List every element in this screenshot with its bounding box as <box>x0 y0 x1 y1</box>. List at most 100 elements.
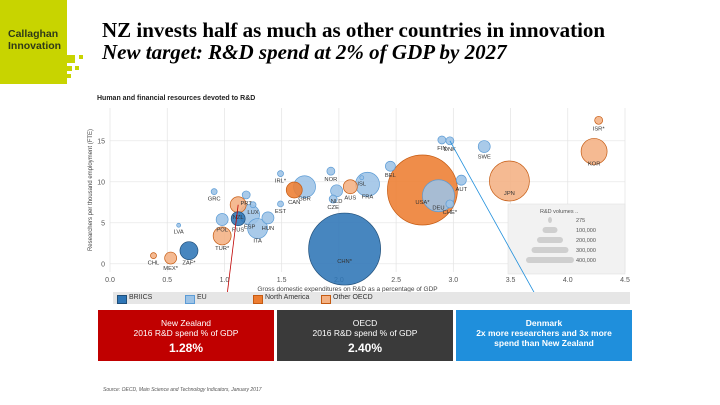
decor-square <box>67 55 75 63</box>
x-tick-label: 1.0 <box>220 277 230 284</box>
point-label: EST <box>275 209 287 215</box>
y-tick-label: 10 <box>97 179 105 186</box>
point-label: NOR <box>324 177 337 183</box>
data-bubble <box>580 138 608 165</box>
data-bubble <box>261 211 275 225</box>
x-tick-label: 0.0 <box>105 277 115 284</box>
point-label: FRA <box>362 194 374 200</box>
point-label: NZL <box>233 215 245 221</box>
point-label: MEX* <box>163 266 179 272</box>
x-axis-label: Gross domestic expenditures on R&D as a … <box>257 286 437 293</box>
point-label: RUS <box>232 228 244 234</box>
size-legend-swatch <box>526 257 574 263</box>
size-legend-label: 275 <box>576 218 585 224</box>
source-note: Source: OECD, Main Science and Technolog… <box>103 387 262 393</box>
point-label: ESP <box>244 225 256 231</box>
data-bubble <box>437 135 447 145</box>
page-subtitle: New target: R&D spend at 2% of GDP by 20… <box>102 40 507 64</box>
point-label: CHE* <box>443 210 458 216</box>
data-bubble <box>328 194 338 204</box>
data-bubble <box>277 170 284 177</box>
legend-swatch-briics <box>117 295 127 304</box>
point-label: IRL* <box>275 179 287 185</box>
point-label: SWE <box>478 155 491 161</box>
size-legend-label: 200,000 <box>576 238 596 244</box>
x-tick-label: 0.5 <box>162 277 172 284</box>
point-label: ZAF* <box>182 261 196 267</box>
data-bubble <box>210 188 218 195</box>
data-bubble <box>445 199 455 209</box>
data-bubble <box>247 218 268 239</box>
data-bubble <box>477 140 491 153</box>
x-tick-label: 4.5 <box>620 277 630 284</box>
data-bubble <box>285 181 303 199</box>
point-label: DNK <box>444 147 456 153</box>
data-bubble <box>150 252 157 259</box>
point-label: CAN <box>288 200 300 206</box>
legend-swatch-eu <box>185 295 195 304</box>
y-tick-label: 15 <box>97 138 105 145</box>
point-label: ISL <box>357 182 366 188</box>
point-label: NLD <box>331 199 343 205</box>
size-legend-label: 100,000 <box>576 228 596 234</box>
point-label: CHN* <box>337 259 353 265</box>
point-label: LVA <box>174 229 184 235</box>
data-bubble <box>594 115 604 125</box>
x-tick-label: 3.0 <box>448 277 458 284</box>
point-label: USA* <box>415 200 430 206</box>
decor-square <box>75 66 79 70</box>
legend-label-eu: EU <box>197 294 207 301</box>
legend-label-other-oecd: Other OECD <box>333 294 373 301</box>
size-legend-swatch <box>548 217 552 223</box>
nz-callout-box: New Zealand 2016 R&D spend % of GDP 1.28… <box>98 310 274 361</box>
point-label: CZE <box>327 205 339 211</box>
point-label: AUS <box>344 196 356 202</box>
data-bubble <box>176 222 182 228</box>
point-label: HUN <box>262 226 275 232</box>
legend-swatch-north-america <box>253 295 263 304</box>
point-label: KOR <box>588 161 601 167</box>
point-label: GRC <box>208 197 221 203</box>
x-tick-label: 1.5 <box>277 277 287 284</box>
data-bubble <box>179 241 199 261</box>
point-label: ISR* <box>593 126 606 132</box>
point-label: BEL <box>385 173 397 179</box>
data-bubble <box>455 174 467 186</box>
size-legend-label: 300,000 <box>576 248 596 254</box>
brand-logo: Callaghan Innovation <box>8 28 62 52</box>
y-tick-label: 0 <box>101 261 105 268</box>
point-label: AUT <box>456 187 468 193</box>
data-bubble <box>212 226 232 246</box>
decor-square <box>67 74 71 78</box>
point-label: PRT <box>240 201 252 207</box>
chart-legend: BRIICS EU North America Other OECD <box>113 292 630 304</box>
point-label: LUX <box>247 210 258 216</box>
data-bubble <box>215 213 229 226</box>
point-label: FIN <box>437 146 446 152</box>
data-bubble <box>308 212 381 286</box>
data-bubble <box>241 190 251 200</box>
size-legend-swatch <box>537 237 563 243</box>
legend-label-north-america: North America <box>265 294 310 301</box>
size-legend-swatch <box>531 247 569 253</box>
size-legend-label: 400,000 <box>576 258 596 264</box>
point-label: POL <box>216 228 228 234</box>
point-label: CHL <box>148 261 160 267</box>
legend-label-briics: BRIICS <box>129 294 153 301</box>
decor-square <box>79 55 83 59</box>
x-tick-label: 4.0 <box>563 277 573 284</box>
legend-swatch-other-oecd <box>321 295 331 304</box>
x-tick-label: 3.5 <box>506 277 516 284</box>
data-bubble <box>164 251 178 265</box>
data-bubble <box>342 179 358 195</box>
y-axis-label: Researchers per thousand employment (FTE… <box>88 129 94 251</box>
dk-connector-line <box>449 140 537 295</box>
point-label: GBR <box>298 197 311 203</box>
data-bubble <box>359 175 365 181</box>
data-bubble <box>249 201 257 209</box>
data-bubble <box>230 211 246 227</box>
data-bubble <box>277 200 284 208</box>
data-bubble <box>326 166 336 176</box>
chart-title: Human and financial resources devoted to… <box>97 95 256 102</box>
point-label: DEU <box>432 206 444 212</box>
